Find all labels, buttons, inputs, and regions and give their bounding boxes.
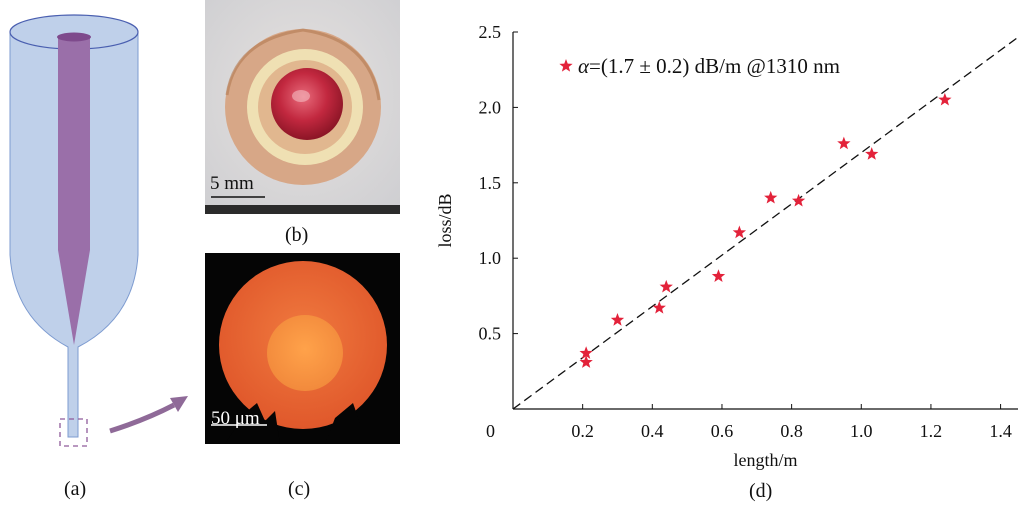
y-axis-title: loss/dB: [435, 193, 455, 247]
x-tick-label: 0.4: [641, 421, 664, 441]
data-point-star: [610, 313, 625, 326]
fiber-cross-section-micrograph: [205, 253, 400, 444]
x-tick-label: 1.4: [989, 421, 1012, 441]
data-point-star: [791, 193, 806, 207]
fiber-preform-schematic: [9, 14, 139, 447]
data-point-star: [711, 269, 726, 282]
panel-label-a: (a): [64, 478, 87, 500]
data-point-star: [732, 225, 747, 239]
y-tick-label: 0.5: [479, 324, 502, 344]
highlight-box: [59, 418, 88, 447]
preform-core: [58, 38, 90, 345]
y-tick-label: 1.0: [479, 248, 502, 268]
x-tick-label: 0.6: [711, 421, 734, 441]
y-tick-label: 2.5: [479, 22, 502, 42]
origin-label: 0: [486, 421, 495, 441]
preform-cross-section-photo: [205, 0, 400, 214]
pointer-arrow: [109, 396, 188, 434]
scale-bar-label-b: 5 mm: [210, 173, 254, 194]
data-point-star: [837, 136, 851, 150]
legend-text: α=(1.7 ± 0.2) dB/m @1310 nm: [578, 54, 840, 78]
loss-vs-length-chart: 0.2 0.4 0.6 0.8 1.0 1.2 1.4 0.5 1.0 1.5 2.0 2.5 0 len…: [435, 22, 1018, 470]
x-tick-label: 1.0: [850, 421, 873, 441]
panel-label-b: (b): [285, 224, 309, 246]
data-point-star: [659, 279, 673, 293]
y-tick-label: 2.0: [479, 97, 502, 117]
y-tick-label: 1.5: [479, 173, 502, 193]
core-top-face: [57, 32, 91, 42]
x-tick-label: 0.8: [780, 421, 803, 441]
data-point-star: [579, 355, 593, 368]
x-tick-label: 1.2: [920, 421, 943, 441]
legend-star: [559, 59, 573, 72]
data-point-star: [764, 190, 778, 204]
data-point-star: [865, 147, 879, 160]
x-axis-title: length/m: [734, 450, 798, 470]
data-point-star: [938, 92, 952, 106]
x-tick-label: 0.2: [571, 421, 594, 441]
fit-line: [512, 36, 1018, 410]
scale-bar-label-c: 50 μm: [211, 408, 260, 429]
data-point-star: [652, 300, 666, 314]
panel-label-c: (c): [288, 478, 311, 500]
data-point-star: [579, 346, 593, 359]
panel-label-d: (d): [749, 480, 773, 502]
